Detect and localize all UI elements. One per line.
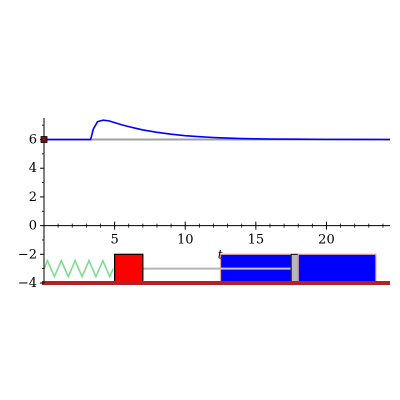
ground-line: [42, 281, 390, 285]
damper-cylinder-right: [297, 253, 377, 284]
x-tick-label: 10: [177, 233, 194, 248]
axes: 5 10 15 20 −4 −2 0 2 4 6: [18, 118, 390, 291]
y-tick-label: −2: [18, 247, 37, 262]
damper-piston: [290, 253, 299, 284]
mechanical-scene: [42, 253, 390, 285]
y-tick-label: −4: [18, 276, 37, 291]
y-tick-label: 4: [29, 161, 37, 176]
spring: [43, 258, 114, 279]
x-tick-label: 15: [248, 233, 265, 248]
response-curve: [44, 119, 391, 141]
series-group: [40, 119, 391, 143]
y-tick-label: 6: [29, 133, 37, 148]
x-tick-label: 20: [318, 233, 335, 248]
x-tick-label: 5: [110, 233, 118, 248]
mass-block: [114, 253, 144, 284]
x-axis-label: t: [218, 248, 223, 262]
start-marker: [40, 136, 48, 143]
y-tick-label: 2: [29, 190, 37, 205]
y-tick-label: 0: [29, 219, 37, 234]
